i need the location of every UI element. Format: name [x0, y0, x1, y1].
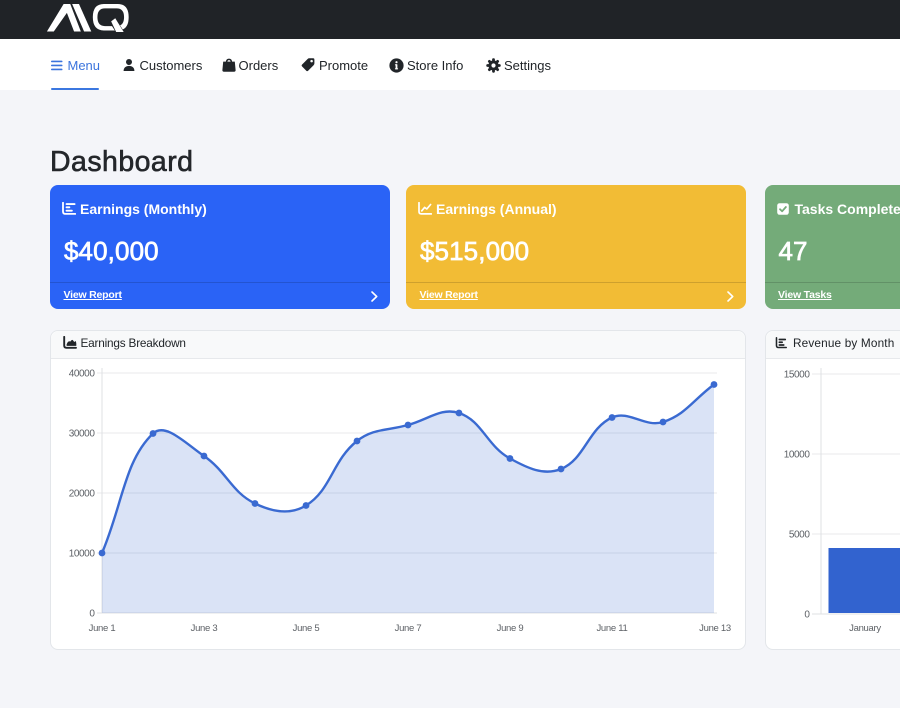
- svg-text:40000: 40000: [69, 369, 96, 380]
- svg-text:January: January: [849, 623, 881, 634]
- svg-text:June 13: June 13: [699, 623, 731, 634]
- svg-text:June 11: June 11: [596, 623, 627, 634]
- svg-text:June 7: June 7: [395, 623, 422, 634]
- svg-text:30000: 30000: [69, 429, 96, 440]
- svg-text:June 3: June 3: [191, 623, 218, 634]
- svg-text:June 5: June 5: [293, 623, 320, 634]
- svg-text:June 9: June 9: [497, 623, 524, 634]
- svg-text:0: 0: [89, 609, 95, 620]
- svg-text:5000: 5000: [789, 530, 810, 541]
- svg-text:15000: 15000: [784, 370, 811, 381]
- svg-text:10000: 10000: [69, 549, 96, 560]
- svg-text:0: 0: [804, 610, 810, 621]
- svg-text:20000: 20000: [69, 489, 96, 500]
- svg-text:10000: 10000: [784, 450, 811, 461]
- svg-text:June 1: June 1: [89, 623, 116, 634]
